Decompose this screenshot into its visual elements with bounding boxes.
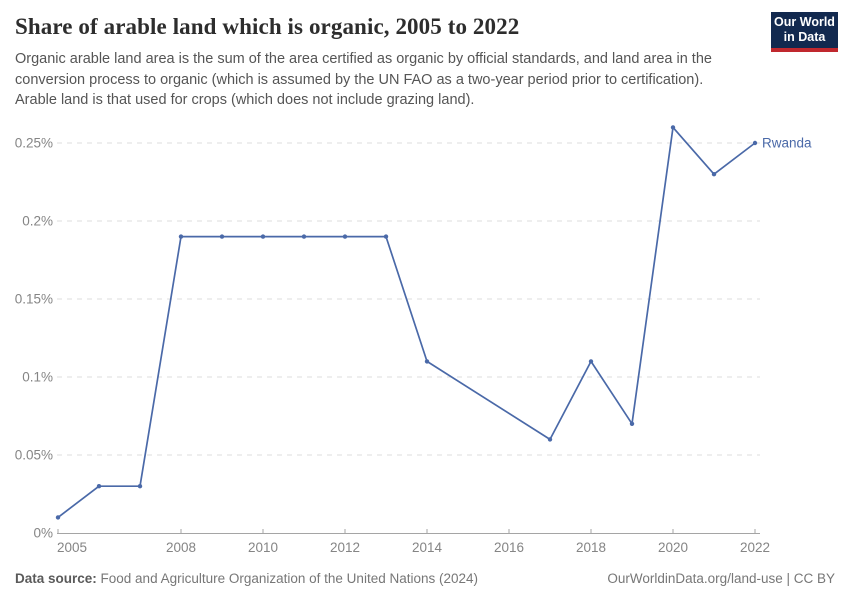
data-point-marker[interactable] bbox=[260, 234, 266, 239]
x-axis-tick-label: 2005 bbox=[57, 540, 87, 555]
data-point-marker[interactable] bbox=[96, 484, 102, 489]
data-point-marker[interactable] bbox=[670, 125, 676, 130]
series-end-label[interactable]: Rwanda bbox=[762, 136, 812, 151]
data-point-marker[interactable] bbox=[383, 234, 389, 239]
data-point-marker[interactable] bbox=[588, 359, 594, 364]
x-axis-tick-label: 2014 bbox=[412, 540, 443, 555]
x-axis-tick-label: 2008 bbox=[166, 540, 196, 555]
data-source-text: Food and Agriculture Organization of the… bbox=[96, 571, 479, 586]
y-axis-tick-label: 0.25% bbox=[15, 136, 53, 151]
x-axis-tick-label: 2016 bbox=[494, 540, 524, 555]
series-line bbox=[57, 126, 756, 519]
x-axis-tick-label: 2022 bbox=[740, 540, 770, 555]
data-point-marker[interactable] bbox=[424, 359, 430, 364]
owid-logo-text-line2: in Data bbox=[783, 30, 826, 44]
license-note[interactable]: OurWorldinData.org/land-use | CC BY bbox=[607, 571, 835, 586]
x-axis-tick-label: 2018 bbox=[576, 540, 606, 555]
owid-logo-text-line1: Our World bbox=[774, 15, 835, 30]
data-point-marker[interactable] bbox=[711, 172, 717, 177]
chart-subtitle: Organic arable land area is the sum of t… bbox=[15, 51, 712, 109]
data-source-note: Data source: Food and Agriculture Organi… bbox=[15, 571, 478, 586]
x-axis-tick-label: 2010 bbox=[248, 540, 278, 555]
y-axis-tick-label: 0% bbox=[33, 526, 53, 541]
page-title: Share of arable land which is organic, 2… bbox=[15, 14, 520, 39]
data-point-marker[interactable] bbox=[137, 484, 143, 489]
data-point-marker[interactable] bbox=[301, 234, 307, 239]
y-axis-tick-label: 0.15% bbox=[15, 292, 53, 307]
x-axis-tick-label: 2012 bbox=[330, 540, 360, 555]
data-point-marker[interactable] bbox=[178, 234, 184, 239]
chart-footer: Data source: Food and Agriculture Organi… bbox=[15, 571, 835, 586]
owid-logo[interactable]: Our World in Data bbox=[771, 12, 838, 52]
data-point-marker[interactable] bbox=[752, 140, 758, 146]
data-point-marker[interactable] bbox=[547, 437, 553, 442]
y-axis-tick-label: 0.2% bbox=[22, 214, 53, 229]
data-source-label: Data source: bbox=[15, 571, 97, 586]
data-point-marker[interactable] bbox=[219, 234, 225, 239]
data-point-marker[interactable] bbox=[342, 234, 348, 239]
chart-header: Share of arable land which is organic, 2… bbox=[15, 14, 755, 111]
data-point-marker[interactable] bbox=[55, 515, 61, 520]
y-axis-tick-label: 0.05% bbox=[15, 448, 53, 463]
data-point-marker[interactable] bbox=[629, 421, 635, 426]
y-axis-tick-label: 0.1% bbox=[22, 370, 53, 385]
x-axis-tick-label: 2020 bbox=[658, 540, 688, 555]
